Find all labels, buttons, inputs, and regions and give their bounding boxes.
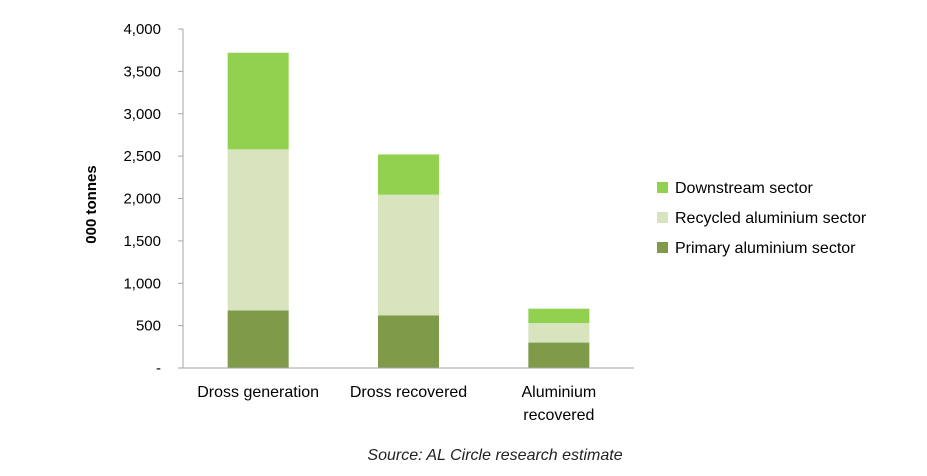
x-category-label: Aluminium recovered (521, 384, 596, 424)
legend-swatch (657, 182, 668, 193)
y-tick-label: 500 (136, 318, 161, 335)
y-tick-label: 1,500 (123, 233, 161, 250)
bar-segment-1-1 (227, 310, 289, 368)
x-category-label: Dross recovered (350, 384, 467, 401)
y-tick-label: 2,000 (123, 191, 161, 208)
y-tick-label: 4,000 (123, 21, 161, 38)
legend-label: Downstream sector (675, 180, 813, 197)
bar-segment-1-2 (378, 315, 439, 368)
y-tick-label: 1,000 (123, 275, 161, 292)
bar-segment-3-3 (528, 308, 590, 324)
legend-swatch (657, 212, 668, 223)
bar-segment-3-1 (227, 52, 289, 150)
stacked-bar-chart: 000 tonnes - 500 1,000 1,500 2,000 2,500 3,000… (83, 21, 867, 424)
bar-segment-3-2 (378, 154, 439, 195)
bar-segment-2-1 (227, 149, 289, 311)
y-tick-label: 3,500 (123, 63, 161, 80)
legend-swatch (657, 242, 668, 253)
legend-label: Primary aluminium sector (675, 240, 856, 257)
y-tick-label: 3,000 (123, 106, 161, 123)
y-tick-label: 2,500 (123, 148, 161, 165)
bar-segment-1-3 (528, 342, 590, 368)
y-tick-label: - (156, 360, 161, 377)
bar-segment-2-3 (528, 323, 590, 343)
y-axis-label: 000 tonnes (83, 165, 100, 243)
x-category-label: Dross generation (197, 384, 319, 401)
source-note: Source: AL Circle research estimate (367, 447, 623, 464)
legend-label: Recycled aluminium sector (675, 210, 867, 227)
bar-segment-2-2 (378, 194, 439, 316)
